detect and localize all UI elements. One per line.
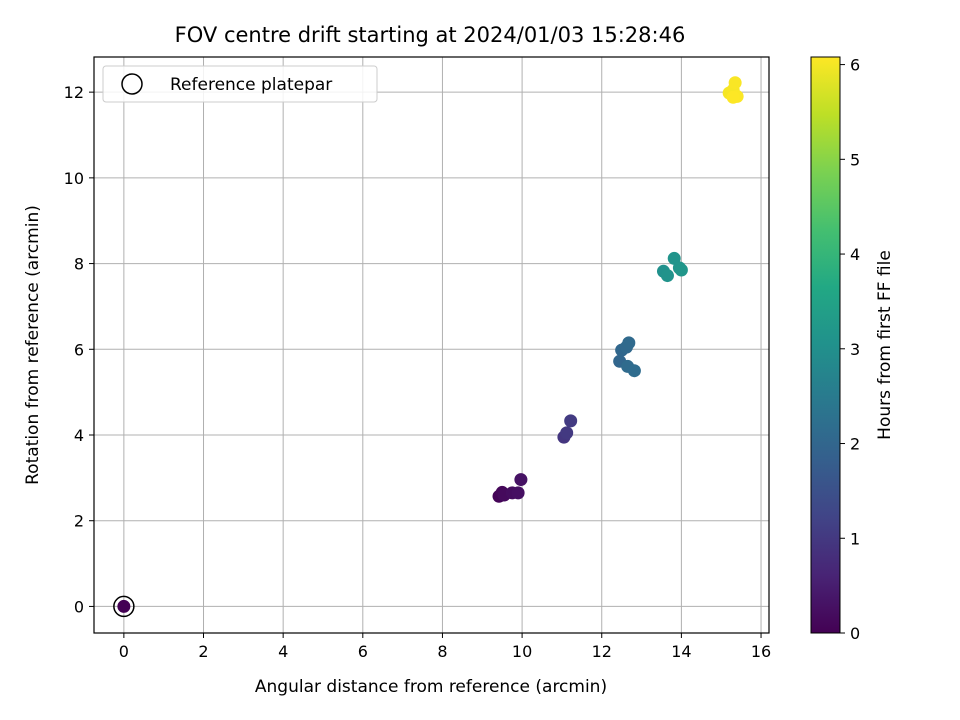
x-axis-ticks: 0 2 4 6 8 10 12 14 16	[119, 633, 771, 661]
data-point	[627, 364, 641, 378]
colorbar-tick-label: 6	[850, 56, 860, 75]
x-tick-label: 12	[592, 642, 612, 661]
colorbar-tick-label: 3	[850, 340, 860, 359]
colorbar-tick-label: 1	[850, 529, 860, 548]
x-tick-label: 8	[437, 642, 447, 661]
colorbar-tick-label: 4	[850, 245, 860, 264]
reference-platepar-marker	[113, 595, 135, 618]
data-point	[660, 269, 674, 283]
plot-area-frame	[93, 56, 770, 634]
legend-label: Reference platepar	[170, 75, 332, 95]
data-point	[674, 263, 688, 277]
colorbar-frame	[810, 56, 841, 634]
y-tick-label: 10	[64, 169, 84, 188]
x-tick-label: 14	[671, 642, 691, 661]
data-points	[117, 76, 744, 613]
x-axis-label: Angular distance from reference (arcmin)	[255, 677, 607, 697]
data-point	[728, 76, 742, 90]
x-tick-label: 6	[358, 642, 368, 661]
grid-lines	[94, 57, 769, 633]
data-point	[560, 426, 574, 440]
legend-marker	[121, 73, 143, 95]
x-tick-label: 0	[119, 642, 129, 661]
y-tick-label: 12	[64, 83, 84, 102]
y-tick-label: 6	[74, 340, 84, 359]
legend: Reference platepar	[102, 65, 378, 103]
legend-box	[102, 65, 378, 103]
data-point	[564, 414, 578, 428]
y-axis-ticks: 0 2 4 6 8 10 12	[64, 83, 94, 616]
y-tick-label: 0	[74, 597, 84, 616]
x-tick-label: 2	[198, 642, 208, 661]
colorbar-tick-label: 2	[850, 435, 860, 454]
y-axis-label: Rotation from reference (arcmin)	[23, 205, 43, 485]
colorbar-tick-label: 5	[850, 150, 860, 169]
colorbar-tick-label: 0	[850, 624, 860, 643]
colorbar-label: Hours from first FF file	[875, 250, 895, 440]
reference-marker	[113, 595, 135, 618]
data-point	[511, 486, 525, 500]
y-tick-label: 8	[74, 255, 84, 274]
y-tick-label: 2	[74, 512, 84, 531]
data-point	[726, 90, 740, 104]
x-tick-label: 10	[512, 642, 532, 661]
data-point	[514, 473, 528, 487]
chart-title: FOV centre drift starting at 2024/01/03 …	[175, 23, 686, 47]
y-tick-label: 4	[74, 426, 84, 445]
data-point	[622, 336, 636, 350]
colorbar-ticks: 0 1 2 3 4 5 6	[840, 56, 860, 643]
x-tick-label: 16	[751, 642, 771, 661]
colorbar	[811, 57, 840, 633]
data-point	[117, 599, 131, 613]
x-tick-label: 4	[278, 642, 288, 661]
